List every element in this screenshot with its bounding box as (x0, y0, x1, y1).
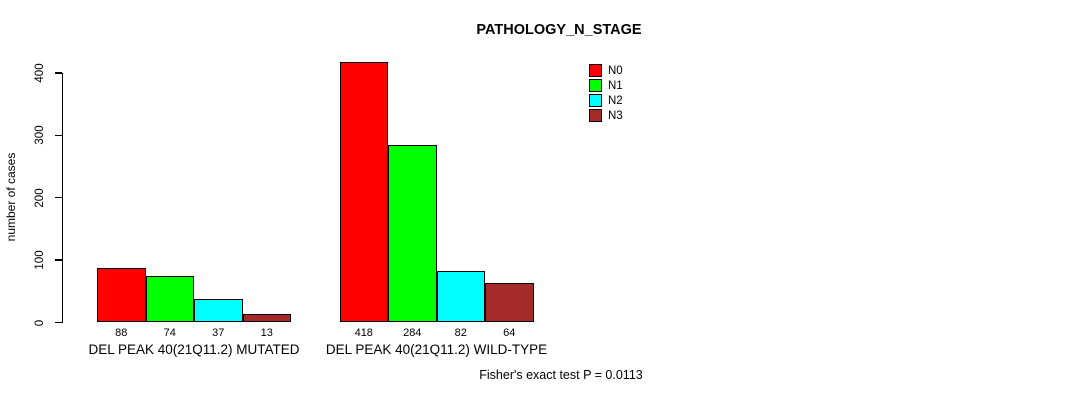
y-tick-label: 400 (34, 63, 46, 83)
chart-title: PATHOLOGY_N_STAGE (476, 22, 642, 38)
y-tick (55, 321, 62, 324)
bar-n2 (194, 299, 243, 323)
legend-swatch-n2 (589, 94, 602, 107)
bar-value-label: 37 (212, 327, 225, 339)
bar-value-label: 82 (454, 327, 467, 339)
bar-n0 (339, 61, 388, 323)
y-tick (55, 134, 62, 137)
bar-n0 (97, 267, 146, 323)
bar-n3 (485, 282, 534, 323)
legend-swatch-n0 (589, 64, 602, 77)
legend-label: N2 (608, 94, 623, 107)
bar-value-label: 418 (354, 327, 373, 339)
y-tick (55, 197, 62, 199)
legend: N0 N1 N2 N3 (589, 63, 623, 123)
legend-swatch-n3 (589, 109, 602, 122)
bar-n2 (436, 271, 485, 323)
y-tick-label: 200 (34, 188, 46, 208)
legend-label: N3 (608, 109, 623, 122)
bar-n1 (388, 145, 437, 323)
legend-label: N0 (608, 64, 623, 77)
y-tick-label: 0 (34, 319, 46, 326)
fisher-test-annotation: Fisher's exact test P = 0.0113 (479, 368, 643, 382)
bar-value-label: 284 (403, 327, 422, 339)
legend-item: N2 (589, 93, 623, 108)
y-tick (55, 72, 62, 74)
bar-n1 (145, 276, 194, 323)
bar-value-label: 88 (115, 327, 128, 339)
bar-value-label: 64 (503, 327, 516, 339)
legend-swatch-n1 (589, 79, 602, 92)
y-axis-line (62, 73, 64, 323)
y-tick-label: 300 (34, 125, 46, 145)
group-label: DEL PEAK 40(21Q11.2) WILD-TYPE (325, 342, 548, 357)
group-label: DEL PEAK 40(21Q11.2) MUTATED (88, 342, 300, 357)
y-tick (55, 259, 62, 261)
bar-value-label: 13 (260, 327, 273, 339)
legend-item: N0 (589, 63, 623, 78)
y-tick-label: 100 (34, 250, 46, 270)
y-axis-title: number of cases (4, 152, 18, 242)
bar-n3 (242, 314, 291, 323)
legend-label: N1 (608, 79, 623, 92)
legend-item: N3 (589, 108, 623, 123)
bar-value-label: 74 (163, 327, 176, 339)
legend-item: N1 (589, 78, 623, 93)
